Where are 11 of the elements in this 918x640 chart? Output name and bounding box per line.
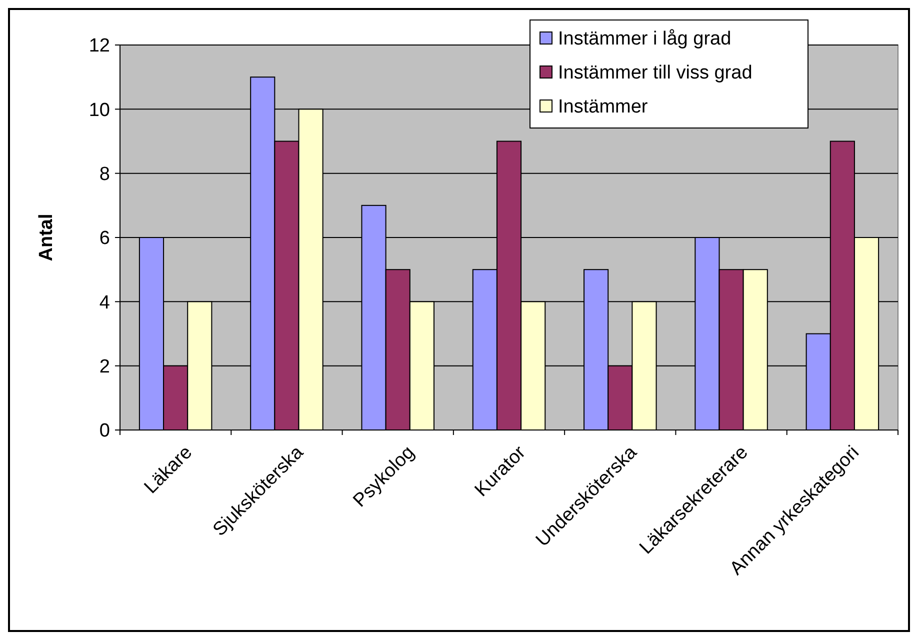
y-axis-title: Antal (36, 214, 57, 262)
y-tick-label: 12 (88, 36, 110, 57)
y-tick-label: 8 (99, 164, 110, 185)
legend-label: Instämmer i låg grad (558, 28, 732, 50)
y-tick-label: 10 (88, 100, 110, 121)
y-tick-label: 2 (99, 356, 110, 378)
y-tick-label: 4 (99, 292, 110, 314)
y-tick-label: 6 (99, 228, 110, 250)
legend-label: Instämmer till viss grad (558, 62, 752, 84)
legend-label: Instämmer (558, 96, 648, 118)
y-tick-label: 0 (99, 420, 110, 442)
